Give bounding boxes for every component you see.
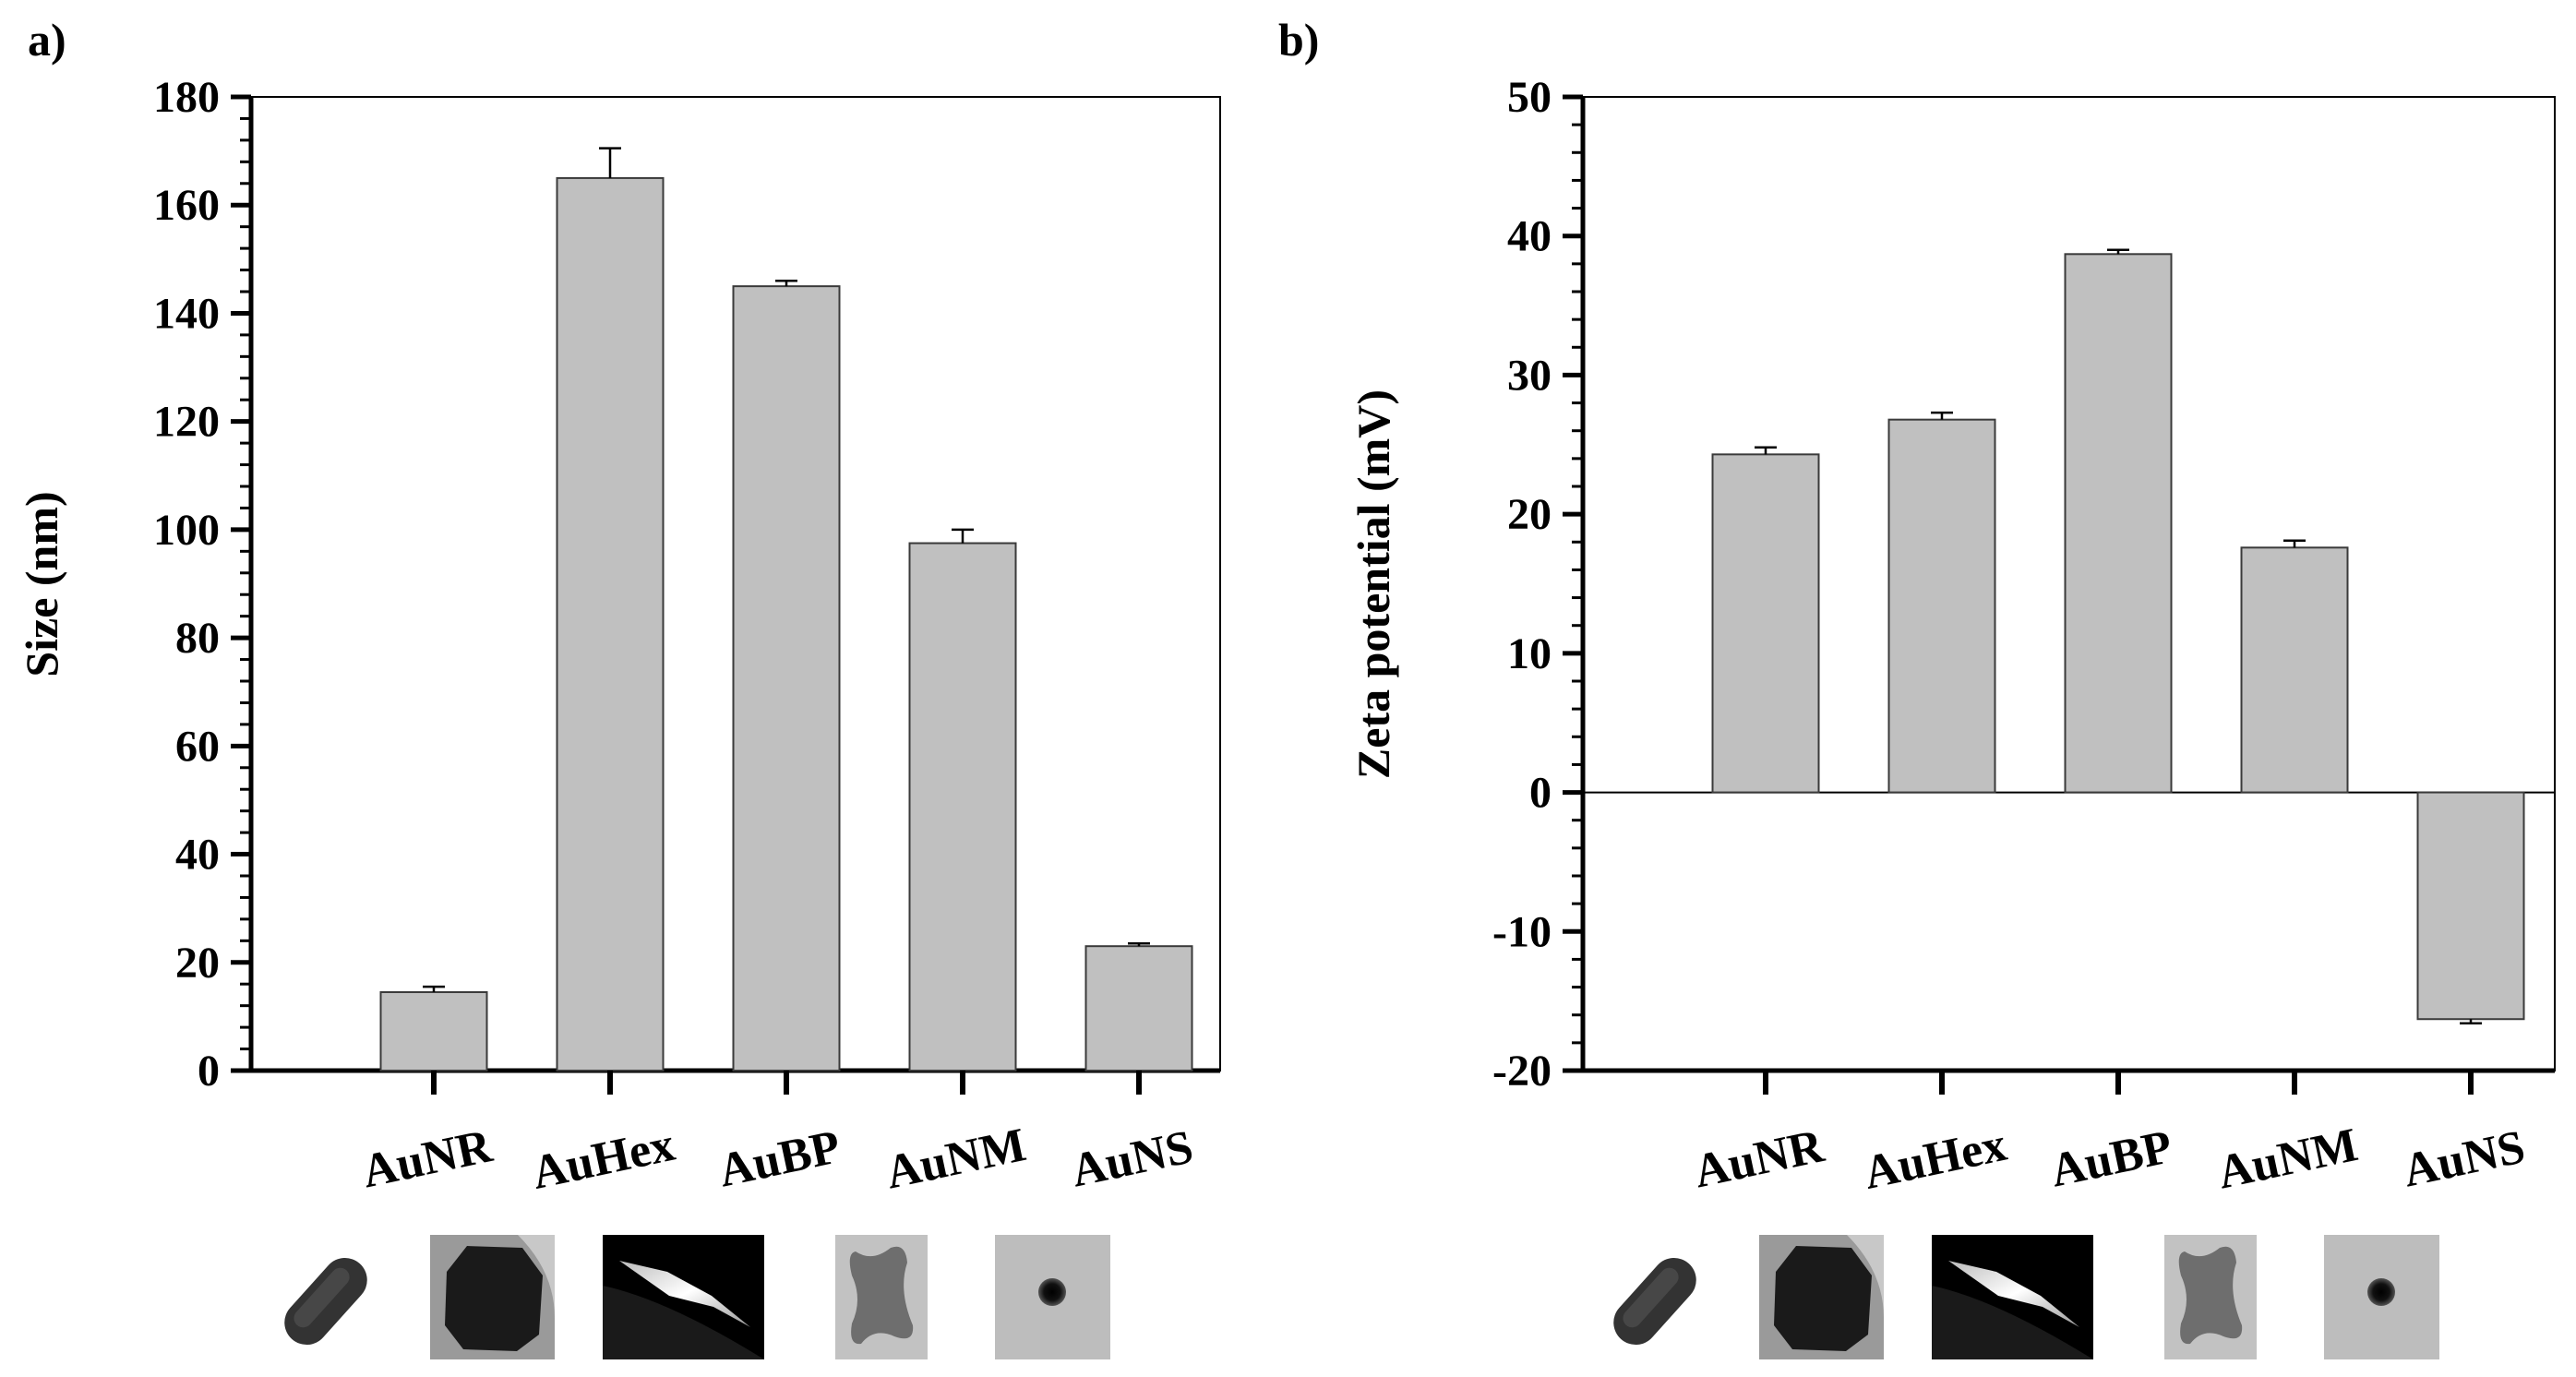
- tem-images-row-a: [275, 1235, 1110, 1359]
- bar-aunr: [1711, 453, 1820, 794]
- y-tick-label: 10: [1507, 629, 1552, 678]
- bar-auhex: [1887, 418, 1996, 794]
- x-tick-label-aunr: AuNR: [357, 1120, 497, 1198]
- bar-auhex: [556, 176, 665, 1072]
- x-tick-label-aubp: AuBP: [714, 1120, 845, 1197]
- y-tick-label: 160: [153, 181, 220, 230]
- y-tick-label: 140: [153, 289, 220, 338]
- x-tick-label-aunr: AuNR: [1689, 1120, 1829, 1198]
- y-tick-label: 80: [175, 614, 220, 663]
- x-tick-label-aunm: AuNM: [881, 1119, 1031, 1200]
- bar-aubp: [732, 285, 841, 1072]
- panel-label-b: b): [1278, 14, 1319, 66]
- bar-aubp: [2064, 253, 2173, 794]
- y-tick-label: 20: [1507, 490, 1552, 539]
- y-axis-title: Size (nm): [16, 491, 67, 677]
- y-tick-label: -20: [1492, 1047, 1552, 1096]
- y-tick-label: 100: [153, 506, 220, 555]
- size-bar-chart: 0 20 40 60 80 100 120 140 160 180 Size (nm) AuNR AuH…: [16, 73, 1221, 1200]
- bar-auns: [2416, 791, 2525, 1021]
- bar-auns: [1084, 945, 1193, 1072]
- y-tick-label: 20: [175, 939, 220, 988]
- y-tick-label: 40: [1507, 212, 1552, 261]
- tem-images-row-b: [1604, 1235, 2439, 1359]
- y-tick-label: 0: [198, 1047, 220, 1096]
- y-tick-label: 50: [1507, 73, 1552, 122]
- zeta-potential-bar-chart: -20 -10 0 10 20 30 40 50 Zeta potential (mV) AuNR…: [1348, 73, 2556, 1200]
- x-tick-label-auns: AuNS: [1067, 1120, 1198, 1197]
- y-tick-label: 180: [153, 73, 220, 122]
- y-tick-label: -10: [1492, 907, 1552, 956]
- bar-aunm: [908, 542, 1017, 1072]
- bar-aunr: [379, 991, 488, 1072]
- y-tick-label: 40: [175, 831, 220, 880]
- x-tick-label-aunm: AuNM: [2213, 1119, 2363, 1200]
- x-tick-label-auhex: AuHex: [1859, 1119, 2010, 1200]
- x-tick-label-auns: AuNS: [2399, 1120, 2530, 1197]
- y-axis-title: Zeta potential (mV): [1348, 389, 1399, 779]
- y-tick-label: 120: [153, 398, 220, 447]
- bar-aunm: [2240, 546, 2349, 794]
- x-tick-label-auhex: AuHex: [527, 1119, 678, 1200]
- x-tick-label-aubp: AuBP: [2046, 1120, 2177, 1197]
- panel-label-a: a): [28, 14, 66, 66]
- y-tick-label: 0: [1529, 769, 1552, 818]
- y-tick-label: 30: [1507, 351, 1552, 400]
- y-tick-label: 60: [175, 722, 220, 771]
